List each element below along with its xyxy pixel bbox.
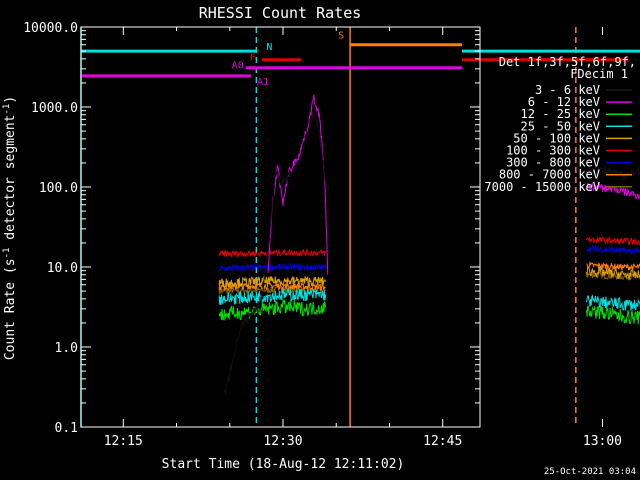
y-axis-label-sup2: -1 bbox=[2, 104, 12, 115]
flag-label-2: F bbox=[250, 53, 256, 64]
x-tick-label-1: 12:30 bbox=[263, 434, 302, 449]
series-3 bbox=[218, 286, 640, 312]
y-axis-label-end: ) bbox=[3, 96, 18, 104]
y-tick-label-1: 1000.0 bbox=[31, 101, 78, 116]
x-tick-label-0: 12:15 bbox=[104, 434, 143, 449]
legend-label-1: 6 - 12 keV bbox=[528, 95, 600, 109]
axes-frame bbox=[80, 26, 481, 428]
flag-label-3: A0 bbox=[232, 61, 244, 72]
series-3-segment-0 bbox=[218, 286, 327, 306]
legend-label-5: 100 - 300 keV bbox=[506, 144, 600, 158]
legend-header-2: FDecim 1 bbox=[570, 67, 628, 81]
x-tick-label-3: 13:00 bbox=[583, 434, 622, 449]
y-tick-label-4: 1.0 bbox=[55, 341, 78, 356]
y-axis-label: Count Rate (s-1 detector segment-1) bbox=[2, 96, 18, 360]
series-1-segment-1 bbox=[586, 182, 640, 200]
x-tick-label-2: 12:45 bbox=[423, 434, 462, 449]
chart-title: RHESSI Count Rates bbox=[199, 4, 362, 22]
flag-label-4: A1 bbox=[257, 77, 269, 88]
series-1 bbox=[267, 94, 640, 275]
series-4-segment-0 bbox=[218, 275, 327, 289]
legend-label-6: 300 - 800 keV bbox=[506, 156, 600, 170]
series-0-segment-0 bbox=[223, 113, 330, 395]
y-tick-label-2: 100.0 bbox=[39, 181, 78, 196]
legend: Det 1f,3f,5f,6f,9f, FDecim 1 3 - 6 keV6 … bbox=[484, 55, 636, 194]
legend-header-1: Det 1f,3f,5f,6f,9f, bbox=[499, 55, 636, 69]
legend-label-8: 7000 - 15000 keV bbox=[484, 180, 600, 194]
legend-label-3: 25 - 50 keV bbox=[521, 119, 600, 133]
legend-label-4: 50 - 100 keV bbox=[513, 131, 600, 145]
y-tick-label-3: 10.0 bbox=[47, 261, 78, 276]
series-2 bbox=[218, 298, 640, 325]
flag-label-0: N bbox=[266, 42, 272, 53]
footer-timestamp: 25-Oct-2021 03:04 bbox=[544, 467, 636, 477]
plot-area: N S F A0 A1 bbox=[80, 27, 640, 427]
legend-label-2: 12 - 25 keV bbox=[521, 107, 600, 121]
y-axis-label-mid: detector segment bbox=[3, 115, 18, 248]
y-axis-label-sup1: -1 bbox=[2, 248, 12, 259]
x-axis-label: Start Time (18-Aug-12 12:11:02) bbox=[162, 457, 405, 472]
y-tick-label-0: 10000.0 bbox=[23, 21, 78, 36]
series-0 bbox=[223, 113, 640, 395]
legend-label-0: 3 - 6 keV bbox=[535, 83, 600, 97]
series-6 bbox=[218, 244, 640, 272]
series-6-segment-0 bbox=[218, 262, 327, 272]
series-5-segment-0 bbox=[218, 248, 327, 258]
y-axis-label-main: Count Rate (s bbox=[3, 258, 18, 360]
series-4 bbox=[218, 266, 640, 289]
flag-label-1: S bbox=[338, 31, 344, 42]
y-tick-label-5: 0.1 bbox=[55, 421, 78, 436]
series-1-segment-0 bbox=[267, 94, 329, 275]
series-5 bbox=[218, 236, 640, 258]
series-2-segment-0 bbox=[218, 298, 327, 321]
axes: 10000.0 1000.0 100.0 10.0 1.0 0.1 12:15 12:30 12… bbox=[23, 21, 622, 449]
legend-label-7: 800 - 7000 keV bbox=[499, 168, 600, 182]
